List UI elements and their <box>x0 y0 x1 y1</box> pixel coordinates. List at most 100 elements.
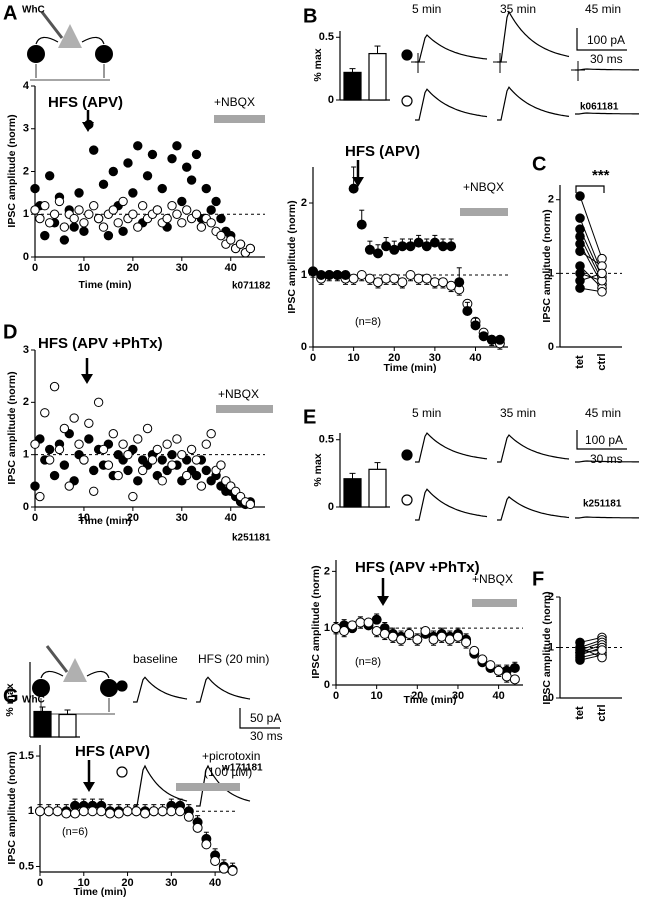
point <box>206 205 216 215</box>
point <box>235 239 246 249</box>
point <box>84 418 94 428</box>
point <box>575 191 585 201</box>
point <box>348 183 359 194</box>
arrow-head <box>377 596 389 606</box>
point <box>98 222 109 232</box>
trace <box>415 488 488 521</box>
x-tick-label: tet <box>574 355 586 369</box>
trace <box>415 88 488 121</box>
symbol-key <box>116 680 128 692</box>
y-tick-label: 2 <box>23 396 29 408</box>
point <box>30 183 40 194</box>
scale-bar <box>576 430 627 450</box>
point <box>196 481 207 491</box>
point <box>186 444 197 455</box>
y-axis-label: IPSC amplitude (norm) <box>310 565 322 678</box>
annotation: 100 pA <box>587 33 625 47</box>
point <box>206 429 216 439</box>
y-axis-label: % max <box>312 453 324 486</box>
trace <box>575 516 639 519</box>
annotation: HFS (APV) <box>48 94 123 111</box>
y-tick-label: 1 <box>301 269 307 281</box>
annotation: HFS (APV +PhTx) <box>355 559 480 576</box>
point <box>147 149 158 160</box>
bar <box>343 71 362 101</box>
trace <box>133 764 188 807</box>
annotation: 30 ms <box>590 52 623 66</box>
point <box>96 806 107 817</box>
y-tick-label: 0.5 <box>19 860 34 872</box>
point <box>389 273 400 284</box>
point <box>172 141 182 151</box>
annotation: +NBQX <box>472 572 513 586</box>
x-tick-label: ctrl <box>596 704 608 721</box>
pair-line <box>579 195 603 259</box>
point <box>49 381 60 392</box>
y-axis-label: IPSC amplitude (norm) <box>6 371 18 484</box>
point <box>201 465 211 476</box>
x-tick-label: 20 <box>121 877 133 889</box>
point <box>469 645 480 656</box>
point <box>182 205 192 215</box>
y-axis-label: IPSC amplitude (norm) <box>6 114 18 227</box>
point <box>201 839 212 850</box>
point <box>162 439 172 449</box>
point <box>59 460 70 470</box>
y-axis-label: % max <box>4 683 16 716</box>
point <box>52 806 63 817</box>
y-tick-label: 2 <box>23 165 29 177</box>
x-axis-label: Time (min) <box>384 362 437 374</box>
x-tick-label: 10 <box>371 690 383 702</box>
point <box>118 196 128 207</box>
point <box>123 158 133 168</box>
annotation: (n=8) <box>355 316 381 328</box>
point <box>167 201 177 211</box>
point <box>381 241 392 252</box>
x-tick-label: tet <box>574 706 586 720</box>
point <box>54 444 65 455</box>
y-tick-label: 0.5 <box>319 434 334 446</box>
x-tick-label: 0 <box>32 512 38 524</box>
point <box>167 153 177 164</box>
point <box>216 230 226 241</box>
panel-letter: A <box>3 2 17 24</box>
x-tick-label: 20 <box>127 262 139 274</box>
arrow-head <box>83 782 95 792</box>
point <box>133 141 143 151</box>
x-tick-label: 40 <box>209 877 221 889</box>
point <box>166 806 177 817</box>
annotation: (n=8) <box>355 656 381 668</box>
point <box>363 617 374 628</box>
x-tick-label: 20 <box>411 690 423 702</box>
y-axis-label: IPSC amplitude (norm) <box>6 751 18 864</box>
y-tick-label: 1 <box>28 805 34 817</box>
y-tick-label: 2 <box>548 194 554 206</box>
y-axis-label: IPSC amplitude (norm) <box>541 591 553 704</box>
point <box>98 444 109 455</box>
point <box>340 270 351 280</box>
trace <box>133 676 188 703</box>
bar <box>368 52 387 101</box>
bar <box>343 478 362 508</box>
panel-letter: F <box>532 568 544 590</box>
bar <box>33 710 52 738</box>
scale-bar <box>239 708 280 729</box>
annotation: baseline <box>133 652 178 666</box>
bracket <box>575 185 605 193</box>
x-tick-label: 40 <box>225 512 237 524</box>
point <box>177 196 187 207</box>
point <box>49 470 60 481</box>
point <box>373 248 383 259</box>
y-tick-label: 0 <box>23 251 29 263</box>
annotation: +NBQX <box>463 180 504 194</box>
point <box>412 634 423 645</box>
y-tick-label: 1.5 <box>19 750 34 762</box>
x-tick-label: ctrl <box>596 353 608 370</box>
point <box>405 241 416 252</box>
point <box>147 455 158 465</box>
point <box>206 218 216 228</box>
point <box>348 273 359 284</box>
point <box>93 213 104 224</box>
point <box>30 205 40 215</box>
point <box>69 413 79 423</box>
